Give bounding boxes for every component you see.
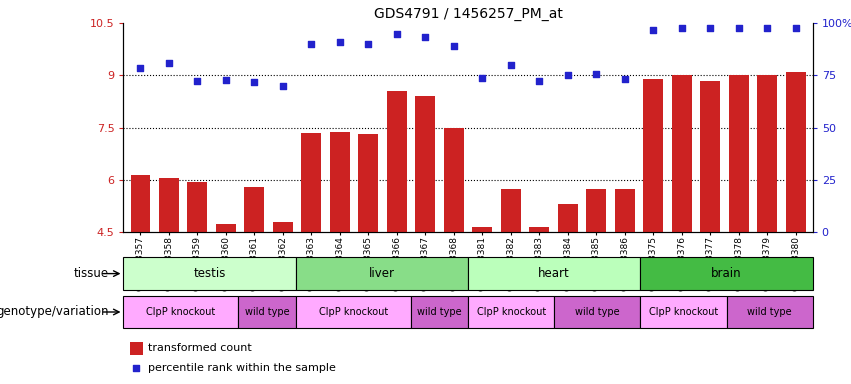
Point [760,25,774,31]
Bar [187,182,208,232]
Point [276,83,289,89]
Point [732,25,745,31]
Bar [273,222,293,232]
Bar [727,296,813,328]
Bar [410,296,468,328]
Point [789,25,802,31]
Bar [330,132,350,232]
Bar [728,75,749,232]
Point [447,43,460,49]
Text: wild type: wild type [575,307,620,317]
Bar [415,96,436,232]
Point [219,76,232,83]
Point [675,25,688,31]
Point [248,79,261,85]
Bar [238,296,296,328]
Point [129,365,143,371]
Bar [640,257,813,290]
Bar [387,91,407,232]
Point [362,41,375,47]
Text: tissue: tissue [74,267,109,280]
Text: liver: liver [368,267,395,280]
Point [134,65,147,71]
Bar [468,257,640,290]
Bar [643,79,663,232]
Point [533,78,546,84]
Text: ClpP knockout: ClpP knockout [648,307,718,317]
Point [504,62,517,68]
Text: wild type: wild type [747,307,792,317]
Bar [444,127,464,232]
Bar [244,187,265,232]
Bar [296,296,410,328]
Text: transformed count: transformed count [147,343,251,353]
Bar [500,189,521,232]
Bar [671,75,692,232]
Bar [700,81,720,232]
Point [647,27,660,33]
Bar [529,227,549,232]
Bar [557,204,578,232]
Point [305,41,318,47]
Text: genotype/variation: genotype/variation [0,306,109,318]
Text: percentile rank within the sample: percentile rank within the sample [147,363,335,373]
Bar [472,227,492,232]
Bar [123,257,296,290]
Point [390,30,403,36]
Bar [301,133,322,232]
Bar [123,296,238,328]
Point [704,25,717,31]
Text: wild type: wild type [417,307,461,317]
Text: ClpP knockout: ClpP knockout [318,307,388,317]
Bar [757,75,777,232]
Bar [614,189,635,232]
Text: ClpP knockout: ClpP knockout [477,307,545,317]
Bar [785,72,806,232]
Bar [468,296,554,328]
Bar [159,178,179,232]
Text: wild type: wild type [245,307,289,317]
Bar [130,342,143,355]
Point [333,39,346,45]
Bar [296,257,468,290]
Text: brain: brain [711,267,742,280]
Text: testis: testis [193,267,226,280]
Point [191,78,204,84]
Bar [640,296,727,328]
Text: heart: heart [539,267,570,280]
Bar [216,223,236,232]
Text: ClpP knockout: ClpP knockout [146,307,215,317]
Point [476,75,489,81]
Point [419,34,432,40]
Bar [358,134,379,232]
Bar [554,296,641,328]
Point [163,60,176,66]
Point [618,76,631,82]
Bar [130,175,151,232]
Title: GDS4791 / 1456257_PM_at: GDS4791 / 1456257_PM_at [374,7,563,21]
Point [561,72,574,78]
Point [590,71,603,77]
Bar [586,189,606,232]
